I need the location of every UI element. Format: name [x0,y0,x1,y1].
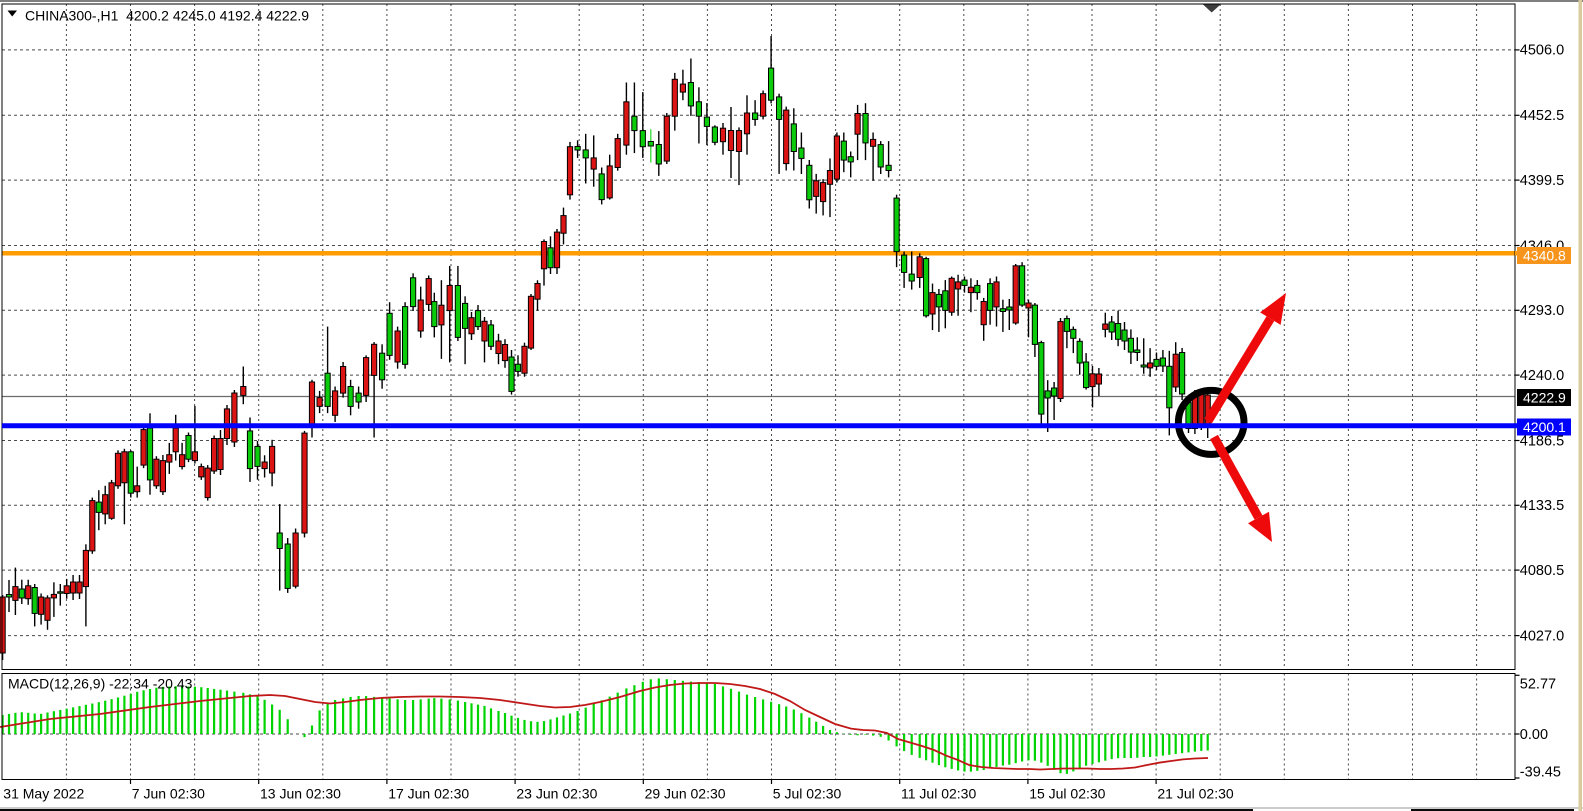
svg-text:17 Jun 02:30: 17 Jun 02:30 [388,786,469,802]
svg-text:-39.45: -39.45 [1520,764,1561,780]
svg-text:15 Jul 02:30: 15 Jul 02:30 [1029,786,1105,802]
svg-text:4222.9: 4222.9 [1523,389,1566,405]
svg-text:7 Jun 02:30: 7 Jun 02:30 [132,786,205,802]
svg-text:4186.5: 4186.5 [1520,433,1564,449]
svg-text:0.00: 0.00 [1520,727,1548,743]
svg-text:13 Jun 02:30: 13 Jun 02:30 [260,786,341,802]
svg-text:4027.0: 4027.0 [1520,628,1564,644]
svg-text:23 Jun 02:30: 23 Jun 02:30 [516,786,597,802]
svg-text:4240.0: 4240.0 [1520,368,1564,384]
svg-text:MACD(12,26,9) -22.34 -20.43: MACD(12,26,9) -22.34 -20.43 [8,676,193,692]
svg-text:5 Jul 02:30: 5 Jul 02:30 [773,786,842,802]
svg-text:21 Jul 02:30: 21 Jul 02:30 [1157,786,1233,802]
svg-text:31 May 2022: 31 May 2022 [3,786,84,802]
svg-text:11 Jul 02:30: 11 Jul 02:30 [901,786,976,802]
svg-text:CHINA300-,H1 4200.2 4245.0 41: CHINA300-,H1 4200.2 4245.0 4192.4 4222.9 [25,8,309,24]
svg-text:4200.1: 4200.1 [1523,419,1566,435]
svg-text:52.77: 52.77 [1520,676,1556,692]
svg-text:4293.0: 4293.0 [1520,303,1564,319]
svg-text:4506.0: 4506.0 [1520,43,1564,59]
svg-text:4133.5: 4133.5 [1520,498,1564,514]
svg-text:4340.8: 4340.8 [1523,247,1566,263]
svg-text:29 Jun 02:30: 29 Jun 02:30 [645,786,726,802]
svg-text:4399.5: 4399.5 [1520,173,1564,189]
svg-text:4080.5: 4080.5 [1520,563,1564,579]
svg-text:4452.5: 4452.5 [1520,108,1564,124]
